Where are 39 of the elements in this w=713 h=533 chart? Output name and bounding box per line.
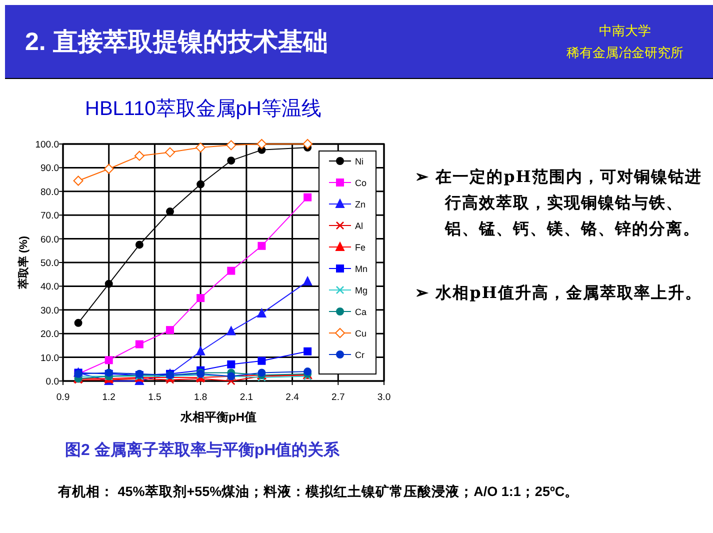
y-tick-label: 40.0: [40, 282, 59, 293]
x-tick-label: 1.5: [148, 392, 162, 403]
legend-label: Fe: [355, 242, 366, 252]
legend-label: Mn: [355, 264, 368, 274]
text: 中南大学: [599, 23, 651, 38]
legend-label: Zn: [355, 200, 366, 210]
caption: 图2 金属离子萃取率与平衡pH值的关系: [65, 442, 340, 459]
y-axis-title: 萃取率 (%): [17, 236, 30, 290]
x-tick-label: 2.7: [332, 392, 345, 403]
chart-title: 2. 直接萃取提镍的技术基础: [25, 27, 328, 58]
legend-label: Al: [355, 221, 364, 231]
legend-label: Cr: [355, 350, 364, 360]
legend-label: Ni: [355, 156, 364, 166]
y-tick-label: 10.0: [40, 352, 59, 364]
x-tick-label: 2.4: [286, 392, 299, 403]
y-tick-label: 100.0: [35, 140, 59, 150]
y-tick-label: 80.0: [40, 186, 59, 198]
text: ➢ 水相pH值升高，金属萃取率上升。: [415, 283, 702, 302]
y-tick-label: 70.0: [40, 210, 59, 222]
text: ➢ 在一定的pH范围内，可对铜镍钴进行高效萃取，实现铜镍钴与铁、铝、锰、钙、镁、铬、锌的分离。: [415, 167, 702, 238]
y-tick-label: 90.0: [40, 163, 59, 174]
x-tick-label: 1.8: [194, 392, 208, 403]
chart-subtitle: HBL110萃取金属pH等温线: [85, 97, 322, 122]
x-axis-title: 水相平衡pH值: [180, 410, 256, 424]
y-tick-label: 0.0: [46, 376, 59, 388]
y-tick-label: 30.0: [40, 305, 59, 316]
x-tick-label: 3.0: [377, 392, 391, 403]
y-tick-label: 20.0: [40, 329, 59, 340]
x-tick-label: 2.1: [240, 392, 254, 403]
text: 稀有金属冶金研究所: [566, 45, 684, 60]
x-tick-label: 0.9: [56, 392, 70, 403]
legend-label: Ca: [355, 307, 367, 317]
text: 有机相： 45%萃取剂+55%煤油；料液：模拟红土镍矿常压酸浸液；A/O 1:1；25ºC。: [58, 484, 579, 499]
y-tick-label: 50.0: [40, 258, 59, 269]
legend-label: Mg: [355, 286, 368, 296]
legend-label: Cu: [355, 328, 367, 338]
y-tick-label: 60.0: [40, 234, 59, 246]
x-tick-label: 1.2: [102, 392, 116, 403]
legend-label: Co: [355, 178, 367, 188]
